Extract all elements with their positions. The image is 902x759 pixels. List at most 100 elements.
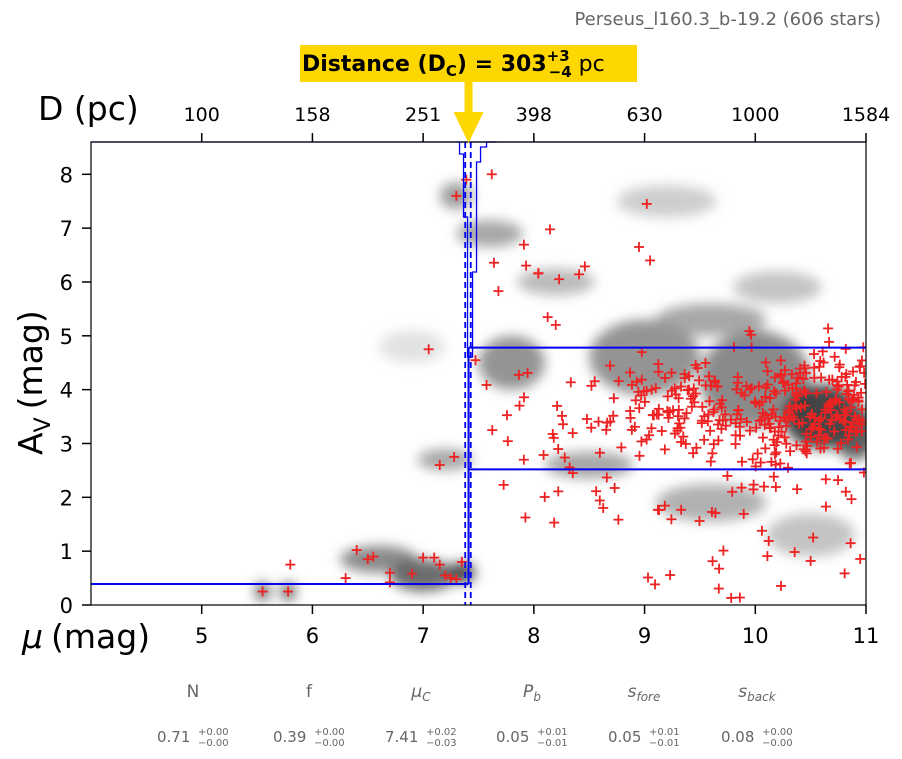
star-marker <box>755 457 766 468</box>
star-marker <box>669 428 680 439</box>
density-blob <box>456 220 523 247</box>
star-marker <box>840 343 851 354</box>
star-marker <box>736 456 747 467</box>
star-marker <box>682 385 693 396</box>
star-marker <box>843 430 854 441</box>
star-marker <box>608 393 619 404</box>
star-marker <box>775 415 786 426</box>
star-marker <box>765 423 776 434</box>
star-marker <box>670 389 681 400</box>
star-marker <box>681 408 692 419</box>
star-marker <box>792 391 803 402</box>
star-marker <box>688 391 699 402</box>
star-marker <box>741 416 752 427</box>
star-marker <box>429 552 440 563</box>
star-marker <box>732 371 743 382</box>
star-marker <box>838 416 849 427</box>
star-marker <box>762 551 773 562</box>
distance-banner: Distance (DC) = 303+3 −4 pc <box>300 45 637 82</box>
star-marker <box>549 517 560 528</box>
star-marker <box>694 375 705 386</box>
star-marker <box>736 482 747 493</box>
y-axis: 0 1 2 3 4 5 6 7 8 <box>60 163 91 618</box>
parameter-0: N 0.71 +0.00−0.00 <box>157 682 229 749</box>
star-marker <box>798 373 809 384</box>
star-marker <box>726 592 737 603</box>
star-marker <box>783 405 794 416</box>
star-marker <box>823 323 834 334</box>
density-blob <box>378 330 446 363</box>
parameter-minus: −0.01 <box>649 738 680 749</box>
star-marker <box>762 366 773 377</box>
star-marker <box>493 286 504 297</box>
star-marker <box>757 408 768 419</box>
star-marker <box>722 470 733 481</box>
star-marker <box>629 421 640 432</box>
top-tick-label: 251 <box>405 104 441 126</box>
star-marker <box>717 415 728 426</box>
star-marker <box>672 423 683 434</box>
y-tick-label: 1 <box>60 540 73 564</box>
star-marker <box>602 417 613 428</box>
star-marker <box>651 409 662 420</box>
star-marker <box>434 460 445 471</box>
star-marker <box>703 409 714 420</box>
star-marker <box>836 371 847 382</box>
top-axis: 100 158 251 398 630 1000 1584 <box>184 104 890 142</box>
star-marker <box>440 570 451 581</box>
parameter-name: μC <box>410 682 431 704</box>
y-tick-label: 7 <box>60 217 73 241</box>
star-marker <box>564 462 575 473</box>
density-blob <box>655 483 767 522</box>
star-marker <box>850 427 861 438</box>
star-marker <box>718 545 729 556</box>
parameter-plus: +0.00 <box>314 727 345 738</box>
star-marker <box>821 386 832 397</box>
parameter-name: Pb <box>523 682 541 704</box>
parameter-value: 0.05 <box>608 728 641 746</box>
star-marker <box>653 366 664 377</box>
parameter-3: Pb 0.05 +0.01−0.01 <box>496 682 568 749</box>
top-tick-label: 398 <box>516 104 552 126</box>
star-marker <box>847 394 858 405</box>
star-marker <box>801 388 812 399</box>
star-marker <box>676 437 687 448</box>
star-marker <box>845 538 856 549</box>
star-marker <box>815 356 826 367</box>
star-marker <box>558 419 569 430</box>
star-marker <box>804 411 815 422</box>
parameter-value: 0.08 <box>721 728 754 746</box>
density-blob <box>544 451 634 479</box>
star-marker <box>488 257 499 268</box>
density-blob <box>478 335 545 390</box>
star-marker <box>770 482 781 493</box>
star-marker <box>840 409 851 420</box>
plot-frame <box>90 141 867 606</box>
star-marker <box>811 388 822 399</box>
star-marker <box>832 443 843 454</box>
star-marker <box>559 452 570 463</box>
density-blob <box>733 271 822 304</box>
star-marker <box>641 434 652 445</box>
star-marker <box>487 425 498 436</box>
star-marker <box>824 418 835 429</box>
parameter-plus: +0.01 <box>649 727 680 738</box>
y-tick-label: 4 <box>60 379 73 403</box>
star-marker <box>746 329 757 340</box>
star-marker <box>792 372 803 383</box>
star-marker <box>502 436 513 447</box>
star-marker <box>522 367 533 378</box>
star-marker <box>533 268 544 279</box>
star-marker <box>733 405 744 416</box>
star-marker <box>760 357 771 368</box>
star-marker <box>368 551 379 562</box>
star-marker <box>550 319 561 330</box>
star-marker <box>814 361 825 372</box>
star-marker <box>805 555 816 566</box>
arrow-head <box>453 112 484 143</box>
x-tick-label: 6 <box>306 624 319 648</box>
parameter-plus: +0.01 <box>537 727 568 738</box>
star-marker <box>799 363 810 374</box>
star-marker <box>688 448 699 459</box>
